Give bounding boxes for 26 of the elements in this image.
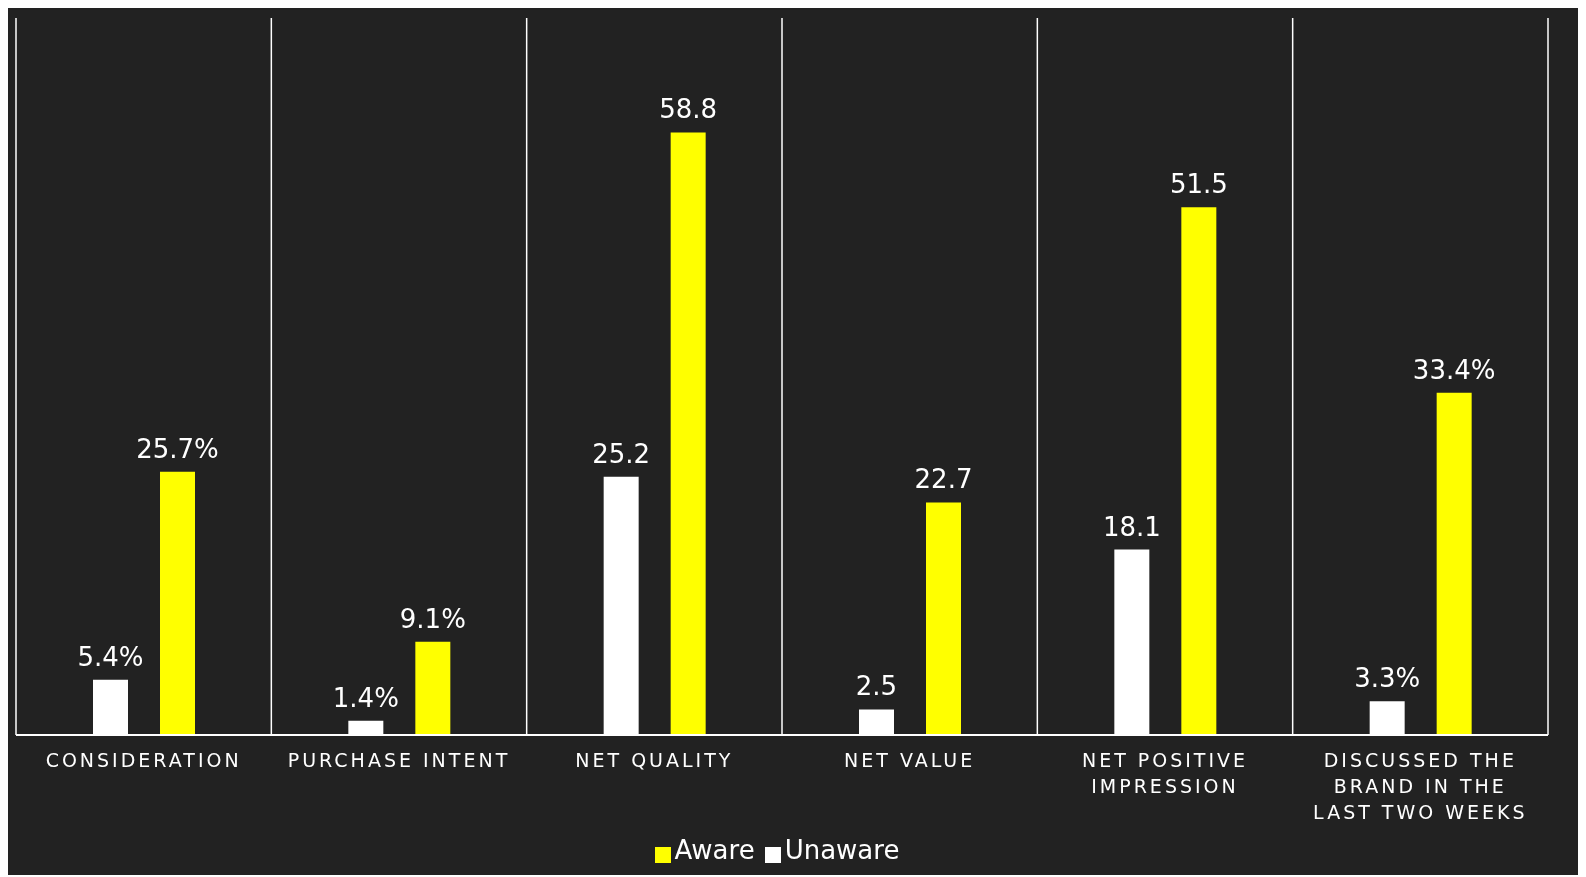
bar [160,471,195,735]
x-tick-label: CONSIDERATION [45,749,242,771]
data-label: 58.8 [659,94,718,125]
data-label: 5.4% [77,641,144,672]
data-label: 18.1 [1102,511,1161,542]
data-label: 3.3% [1354,663,1421,694]
legend-label: Aware [674,835,755,865]
data-label: 9.1% [399,603,466,634]
data-label: 25.7% [136,433,219,464]
bar [1436,392,1472,735]
data-label: 25.2 [592,438,651,469]
x-tick-label: NET QUALITY [575,749,734,771]
data-label: 51.5 [1169,169,1228,200]
data-label: 1.4% [332,682,399,713]
data-label: 33.4% [1412,354,1496,385]
bar [1181,207,1217,735]
bar [670,132,706,735]
bar [926,502,961,735]
x-tick-label: PURCHASE INTENT [287,749,511,771]
bar [415,641,451,735]
x-tick-label: NET VALUE [844,749,976,771]
data-label: 2.5 [855,671,898,702]
x-tick-label: NET POSITIVE IMPRESSION [1081,749,1249,797]
data-label: 22.7 [914,464,973,495]
x-tick-label: DISCUSSED THE BRAND IN THE LAST TWO WEEKS [1313,749,1528,823]
legend-label: Unaware [784,835,900,865]
